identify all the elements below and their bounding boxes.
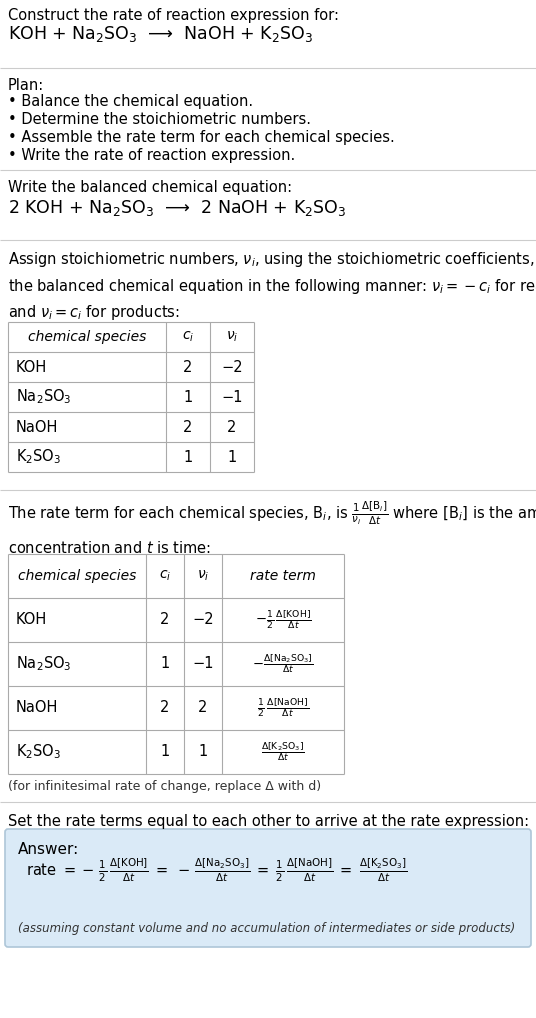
Text: Na$_2$SO$_3$: Na$_2$SO$_3$ [16, 388, 72, 406]
Text: (assuming constant volume and no accumulation of intermediates or side products): (assuming constant volume and no accumul… [18, 922, 515, 935]
Text: 2: 2 [198, 700, 207, 716]
Text: −2: −2 [192, 613, 214, 627]
Text: $\frac{\Delta[\mathrm{K_2SO_3}]}{\Delta t}$: $\frac{\Delta[\mathrm{K_2SO_3}]}{\Delta … [261, 740, 305, 764]
Text: 1: 1 [160, 744, 169, 759]
Text: KOH: KOH [16, 613, 47, 627]
Text: rate term: rate term [250, 569, 316, 583]
Text: Answer:: Answer: [18, 842, 79, 857]
Text: • Determine the stoichiometric numbers.: • Determine the stoichiometric numbers. [8, 112, 311, 127]
Text: • Assemble the rate term for each chemical species.: • Assemble the rate term for each chemic… [8, 130, 394, 145]
Text: 2: 2 [227, 419, 237, 435]
Text: 1: 1 [183, 450, 192, 464]
Text: chemical species: chemical species [28, 330, 146, 344]
Text: NaOH: NaOH [16, 700, 58, 716]
Text: KOH + Na$_2$SO$_3$  ⟶  NaOH + K$_2$SO$_3$: KOH + Na$_2$SO$_3$ ⟶ NaOH + K$_2$SO$_3$ [8, 24, 314, 44]
Text: $c_i$: $c_i$ [182, 330, 194, 344]
Text: 2: 2 [183, 419, 192, 435]
Text: KOH: KOH [16, 359, 47, 375]
Text: $\frac{1}{2}\,\frac{\Delta[\mathrm{NaOH}]}{\Delta t}$: $\frac{1}{2}\,\frac{\Delta[\mathrm{NaOH}… [257, 697, 309, 719]
Text: K$_2$SO$_3$: K$_2$SO$_3$ [16, 448, 61, 466]
Text: The rate term for each chemical species, B$_i$, is $\frac{1}{\nu_i}\frac{\Delta[: The rate term for each chemical species,… [8, 500, 536, 557]
Text: 1: 1 [183, 390, 192, 404]
Text: Plan:: Plan: [8, 78, 44, 93]
Text: $-\frac{1}{2}\,\frac{\Delta[\mathrm{KOH}]}{\Delta t}$: $-\frac{1}{2}\,\frac{\Delta[\mathrm{KOH}… [255, 609, 311, 631]
Text: chemical species: chemical species [18, 569, 136, 583]
Text: Na$_2$SO$_3$: Na$_2$SO$_3$ [16, 655, 72, 673]
Text: $\nu_i$: $\nu_i$ [197, 569, 209, 583]
Text: NaOH: NaOH [16, 419, 58, 435]
Text: • Write the rate of reaction expression.: • Write the rate of reaction expression. [8, 148, 295, 163]
Text: $-\frac{\Delta[\mathrm{Na_2SO_3}]}{\Delta t}$: $-\frac{\Delta[\mathrm{Na_2SO_3}]}{\Delt… [252, 653, 314, 676]
Text: 2 KOH + Na$_2$SO$_3$  ⟶  2 NaOH + K$_2$SO$_3$: 2 KOH + Na$_2$SO$_3$ ⟶ 2 NaOH + K$_2$SO$… [8, 197, 346, 218]
Text: • Balance the chemical equation.: • Balance the chemical equation. [8, 94, 253, 109]
Text: $\nu_i$: $\nu_i$ [226, 330, 238, 344]
Text: 2: 2 [160, 700, 170, 716]
Text: $c_i$: $c_i$ [159, 569, 171, 583]
Text: Write the balanced chemical equation:: Write the balanced chemical equation: [8, 180, 292, 195]
Text: Set the rate terms equal to each other to arrive at the rate expression:: Set the rate terms equal to each other t… [8, 814, 529, 829]
FancyBboxPatch shape [5, 829, 531, 947]
Text: 1: 1 [227, 450, 236, 464]
Text: 1: 1 [160, 657, 169, 672]
Text: −2: −2 [221, 359, 243, 375]
Text: K$_2$SO$_3$: K$_2$SO$_3$ [16, 743, 61, 761]
Text: Construct the rate of reaction expression for:: Construct the rate of reaction expressio… [8, 8, 339, 23]
Text: −1: −1 [192, 657, 214, 672]
Text: Assign stoichiometric numbers, $\nu_i$, using the stoichiometric coefficients, $: Assign stoichiometric numbers, $\nu_i$, … [8, 250, 536, 323]
Text: 2: 2 [183, 359, 192, 375]
Text: rate $= -\,\frac{1}{2}\,\frac{\Delta[\mathrm{KOH}]}{\Delta t}\;=\; -\,\frac{\Del: rate $= -\,\frac{1}{2}\,\frac{\Delta[\ma… [26, 856, 407, 884]
Text: −1: −1 [221, 390, 243, 404]
Text: 2: 2 [160, 613, 170, 627]
Text: (for infinitesimal rate of change, replace Δ with d): (for infinitesimal rate of change, repla… [8, 780, 321, 793]
Text: 1: 1 [198, 744, 207, 759]
